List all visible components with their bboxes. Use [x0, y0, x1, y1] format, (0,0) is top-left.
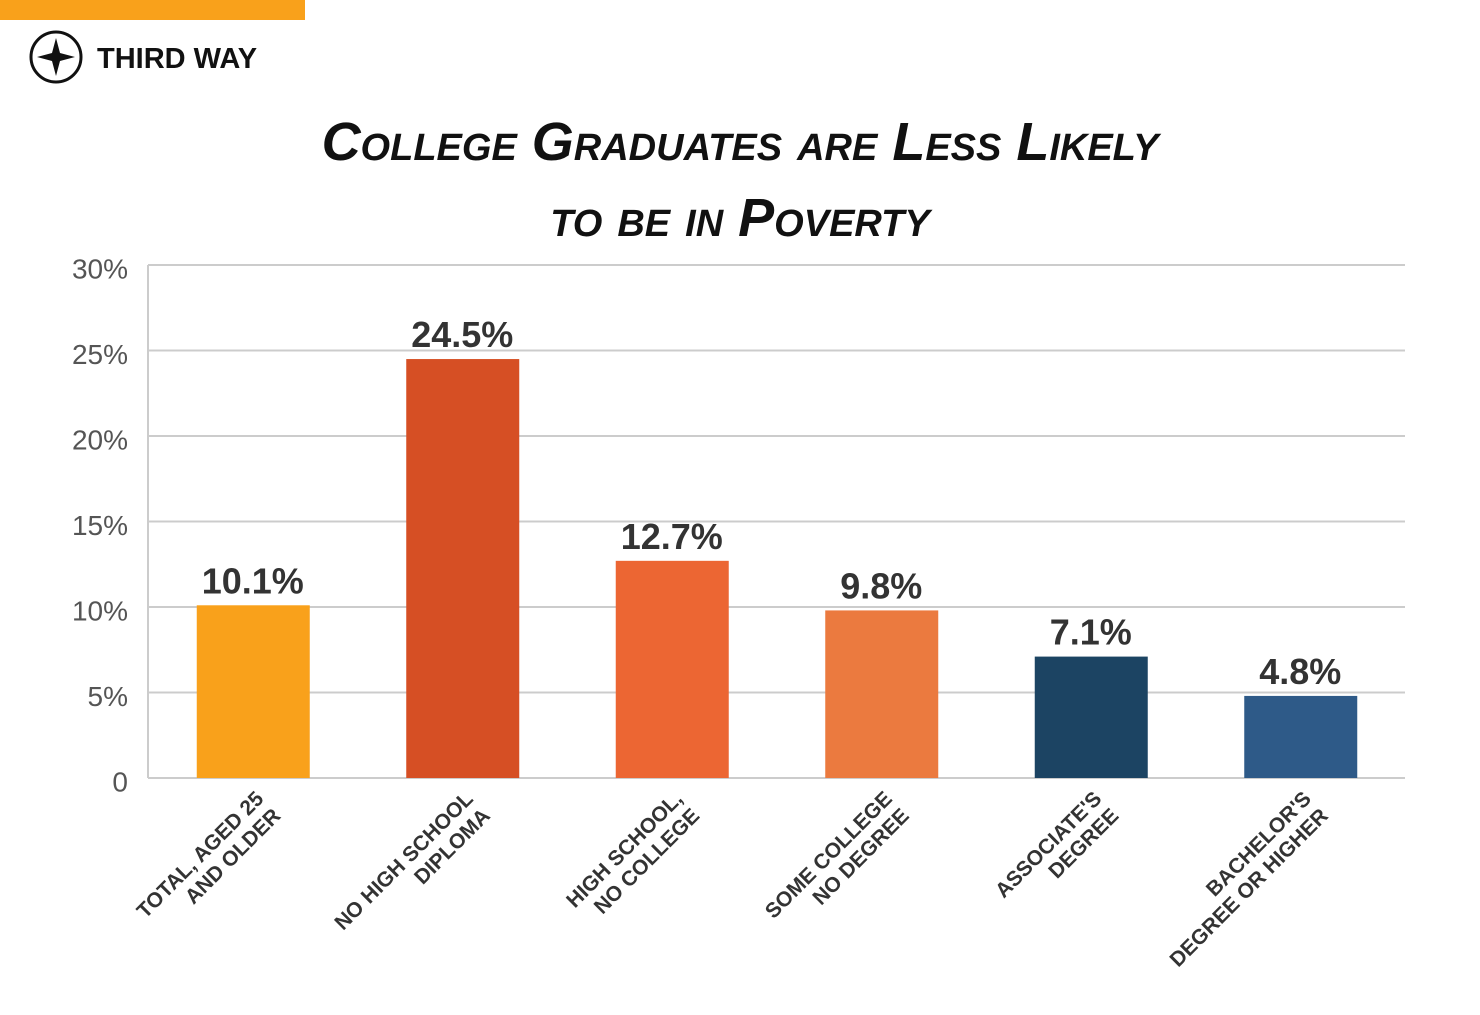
y-tick-label: 5%	[88, 681, 128, 712]
logo: THIRD WAY	[29, 30, 257, 84]
bar	[825, 610, 939, 778]
value-label: 4.8%	[1259, 651, 1341, 692]
bar	[1244, 695, 1358, 778]
x-tick-label: HIGH SCHOOL,NO COLLEGE	[562, 787, 704, 918]
chart-title: to be in Poverty	[550, 188, 933, 248]
y-tick-label: 30%	[72, 253, 128, 284]
accent-bar	[0, 0, 305, 20]
x-tick-label-line: DEGREE OR HIGHER	[1166, 804, 1333, 971]
bar	[1034, 656, 1148, 778]
bar	[196, 605, 310, 778]
bar	[406, 359, 520, 778]
y-tick-label: 25%	[72, 339, 128, 370]
logo-text: THIRD WAY	[97, 43, 257, 75]
bar	[615, 560, 729, 778]
value-label: 24.5%	[411, 314, 513, 355]
value-label: 7.1%	[1050, 612, 1132, 653]
value-label: 12.7%	[621, 516, 723, 557]
x-tick-label-line: NO HIGH SCHOOL	[330, 787, 478, 935]
y-tick-label: 20%	[72, 424, 128, 455]
y-tick-label: 0	[112, 766, 128, 797]
value-label: 10.1%	[202, 560, 304, 601]
y-tick-label: 15%	[72, 510, 128, 541]
y-tick-label: 10%	[72, 595, 128, 626]
chart-title: College Graduates are Less Likely	[322, 112, 1163, 172]
value-label: 9.8%	[840, 565, 922, 606]
